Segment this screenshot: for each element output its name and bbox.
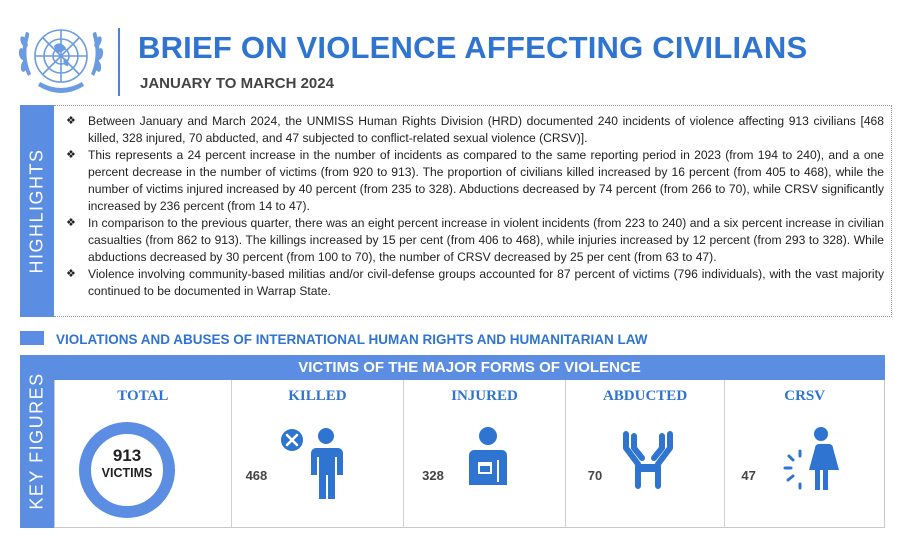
killed-person-icon [280,428,343,499]
figure-value: 468 [245,468,268,483]
figure-title: TOTAL [117,388,169,404]
figure-value: 47 [741,468,756,483]
bullet-diamond-icon: ❖ [66,268,76,280]
section-marker [20,331,44,345]
figure-value: 913 [112,446,142,465]
total-ring-icon [79,422,175,518]
page-subtitle: JANUARY TO MARCH 2024 [140,75,334,92]
highlights-label: HIGHLIGHTS [26,148,47,274]
figure-title: KILLED [288,388,347,404]
figure-value: 70 [587,468,603,483]
page-title: BRIEF ON VIOLENCE AFFECTING CIVILIANS [138,30,808,65]
figure-killed: KILLED 468 [232,380,405,527]
header-divider [118,28,120,96]
bullet-diamond-icon: ❖ [66,115,76,127]
figure-title: INJURED [451,388,518,404]
bound-hands-icon [622,431,673,489]
figure-unit: VICTIMS [101,466,153,480]
key-figures-sidebar [20,355,54,528]
highlight-item: ❖ This represents a 24 percent increase i… [66,148,884,213]
figure-injured: INJURED 328 [404,380,566,527]
figure-title: CRSV [784,388,826,404]
highlight-item: ❖ In comparison to the previous quarter, … [66,216,884,264]
highlight-item: ❖ Between January and March 2024, the UNM… [66,114,884,145]
section-title: VIOLATIONS AND ABUSES OF INTERNATIONAL H… [56,332,648,347]
bullet-diamond-icon: ❖ [66,217,76,229]
bullet-diamond-icon: ❖ [66,149,76,161]
figure-title: ABDUCTED [602,388,688,404]
highlights-box [54,105,892,317]
figure-abducted: ABDUCTED 70 [566,380,726,527]
figure-crsv: CRSV 47 [725,380,884,527]
key-figures-label: KEY FIGURES [26,372,47,510]
highlight-item: ❖ Violence involving community-based mili… [66,267,884,298]
injured-person-icon [469,427,508,485]
un-emblem-icon [18,29,104,93]
key-figures-band-title: VICTIMS OF THE MAJOR FORMS OF VIOLENCE [54,355,885,380]
highlights-list: ❖ Between January and March 2024, the UNM… [66,113,884,300]
crsv-woman-icon [783,427,840,490]
figure-total: TOTAL 913 VICTIMS [55,380,232,527]
key-figures-panel: TOTAL 913 VICTIMS KILLED 468 INJURED 328… [54,380,885,528]
highlights-sidebar [20,105,54,317]
figure-value: 328 [422,468,444,483]
